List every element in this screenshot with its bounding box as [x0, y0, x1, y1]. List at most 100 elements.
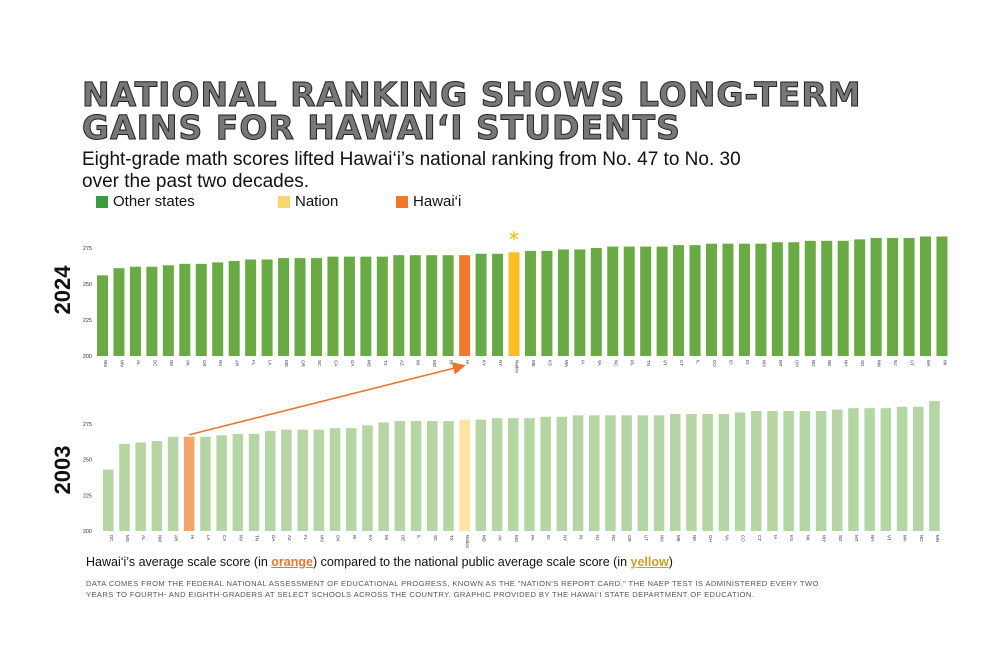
x-tick-label: PA [630, 360, 635, 366]
bar-SC [427, 421, 438, 531]
x-tick-label: ID [546, 535, 551, 540]
bar-MT [771, 242, 783, 356]
bar-HI [459, 255, 471, 356]
bar-NJ [887, 237, 899, 356]
x-tick-label: NE [827, 360, 832, 366]
bar-LA [200, 436, 211, 531]
x-tick-label: DC [152, 360, 157, 367]
caption-text: ) [668, 555, 673, 569]
chart-2024: 2024 200 225 250 275 NM WV AL DC DE AK OK NV AR FL LA MD… [50, 227, 948, 374]
x-tick-label: DE [400, 535, 405, 541]
bar-KY [475, 253, 487, 356]
x-tick-label: MT [778, 360, 783, 367]
bar-MD [278, 258, 290, 356]
bar-MO [508, 418, 519, 531]
nation-asterisk-annotation: * [509, 227, 519, 251]
bar-AL [135, 442, 146, 531]
x-tick-label: KY [482, 360, 487, 366]
x-tick-label: CO [741, 535, 746, 542]
x-tick-label: CT [679, 360, 684, 366]
x-tick-label: UT [643, 535, 648, 541]
bar-AK [491, 418, 503, 531]
bar-UT [637, 415, 649, 531]
title-line-1: NATIONAL RANKING SHOWS LONG-TERM [82, 75, 862, 114]
y-tick-label: 250 [83, 282, 92, 288]
x-tick-label: VA [724, 535, 729, 541]
x-tick-label: UT [910, 360, 915, 366]
bar-SD [832, 409, 843, 531]
x-tick-label: Nation [515, 360, 520, 374]
bar-NY [492, 253, 504, 356]
bar-OH [788, 242, 800, 356]
x-tick-label: SC [317, 360, 322, 367]
x-tick-label: IL [417, 535, 422, 539]
bar-NC [607, 246, 619, 356]
x-tick-label: TX [383, 360, 388, 366]
bar-DE [162, 265, 174, 356]
bar-DC [146, 266, 158, 356]
bar-LA [261, 259, 273, 356]
bar-FL [245, 259, 257, 356]
x-tick-label: AZ [399, 360, 404, 366]
bar-MI [409, 255, 421, 356]
bar-ME [670, 413, 681, 531]
x-tick-label: SC [433, 535, 438, 542]
bar-MS [119, 443, 130, 531]
legend-item-hawaii: Hawai‘i [396, 193, 461, 210]
y-tick-label: 200 [83, 529, 92, 535]
bar-DE [394, 421, 406, 531]
y-tick-label: 225 [83, 493, 92, 499]
bar-WY [815, 411, 827, 531]
x-tick-label: TN [646, 360, 651, 366]
bar-AL [129, 266, 141, 356]
x-tick-label: DC [109, 535, 114, 542]
x-tick-label: NE [692, 535, 697, 541]
bar-Nation [508, 252, 520, 356]
bar-DC [103, 469, 114, 531]
bar-IN [738, 243, 750, 356]
bar-IL [689, 245, 701, 356]
x-tick-label: ND [919, 535, 924, 542]
bar-TN [640, 246, 652, 356]
x-tick-label: TN [255, 535, 260, 541]
bar-IN [572, 415, 584, 531]
bar-MI [378, 422, 389, 531]
bar-VT [880, 408, 892, 531]
x-tick-label: RI [449, 360, 454, 365]
x-tick-label: CA [333, 360, 338, 366]
x-tick-label: TX [449, 535, 454, 541]
legend-label: Other states [113, 193, 195, 210]
x-tick-label: IL [696, 360, 701, 364]
x-tick-label: LA [268, 360, 273, 366]
x-tick-label: ME [676, 535, 681, 542]
x-tick-label: NY [498, 360, 503, 366]
x-tick-label: NV [238, 535, 243, 541]
bar-WA [653, 415, 665, 531]
bar-AZ [393, 255, 405, 356]
bar-ND [913, 406, 924, 531]
x-tick-label: AR [235, 360, 240, 367]
bar-NJ [589, 415, 600, 531]
bar-AR [167, 436, 179, 531]
bar-MO [426, 255, 438, 356]
bar-VA [590, 248, 602, 356]
x-tick-label: SD [860, 360, 865, 367]
x-tick-label: OH [708, 535, 713, 542]
bar-MA [920, 236, 931, 356]
x-tick-label: OH [794, 360, 799, 367]
x-tick-label: IA [580, 360, 585, 364]
bar-CT [751, 411, 762, 531]
x-tick-label: ID [728, 360, 733, 365]
legend-item-nation: Nation [278, 193, 338, 210]
bar-ID [722, 243, 734, 356]
x-tick-label: MD [284, 360, 289, 368]
source-note: Data comes from the federal National Ass… [86, 579, 819, 599]
bar-FL [297, 429, 308, 531]
caption: Hawai‘i’s average scale score (in orange… [86, 555, 673, 569]
bar-NM [97, 275, 108, 356]
bar-NV [212, 262, 224, 356]
bar-MN [870, 237, 882, 356]
x-tick-label: OR [627, 535, 632, 543]
legend-swatch [396, 195, 408, 208]
bar-CA [327, 256, 339, 356]
